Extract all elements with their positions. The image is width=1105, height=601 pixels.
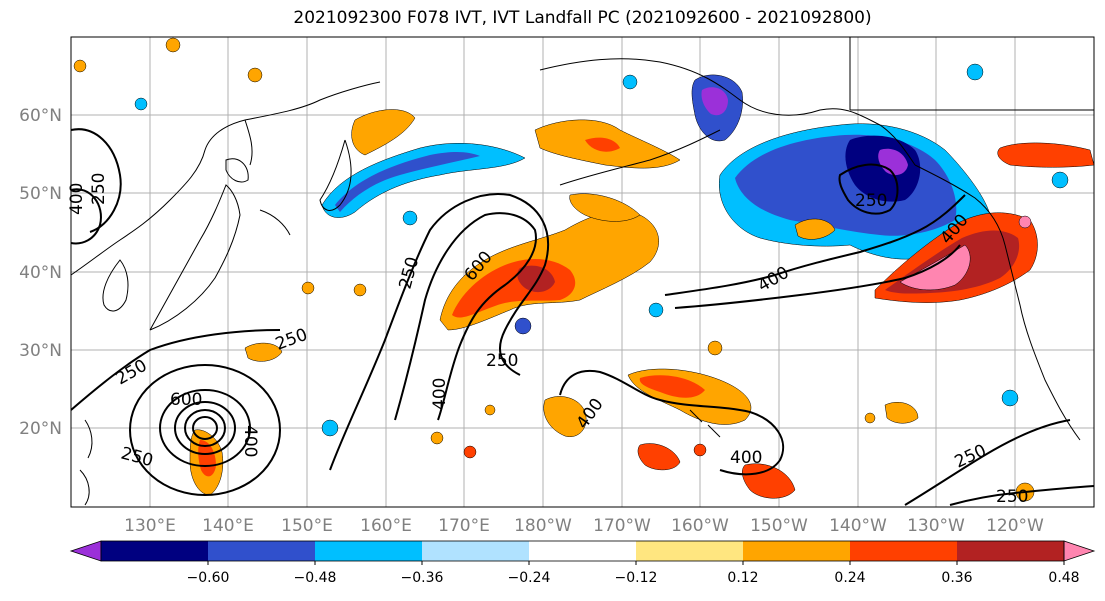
map-title: 2021092300 F078 IVT, IVT Landfall PC (20… [293, 8, 872, 28]
lat-label: 30°N [19, 341, 62, 361]
lat-label: 40°N [19, 263, 62, 283]
colorbar-tick-label: 0.24 [834, 570, 865, 586]
colorbar-swatch [850, 541, 958, 561]
lon-label: 160°E [360, 516, 412, 536]
map-panel: 250 400 250 250 250 600 400 250 600 400 … [67, 36, 1095, 508]
lat-labels: 60°N 50°N 40°N 30°N 20°N [19, 106, 62, 439]
colorbar-tick-label: −0.24 [508, 570, 551, 586]
colorbar-tick-label: −0.36 [401, 570, 444, 586]
coastlines [70, 37, 1094, 506]
lon-label: 160°W [671, 516, 729, 536]
colorbar-swatch [529, 541, 637, 561]
negative-band-aleutians [321, 143, 526, 218]
colorbar-extend-low [69, 540, 102, 562]
lon-labels: 130°E 140°E 150°E 160°E 170°E 180°W 170°… [124, 516, 1044, 536]
colorbar-tick-label: −0.48 [294, 570, 337, 586]
lat-label: 60°N [19, 106, 62, 126]
lon-label: 150°W [750, 516, 808, 536]
colorbar-swatch [315, 541, 423, 561]
contour-label: 250 [996, 487, 1028, 507]
contour-label: 250 [89, 173, 109, 205]
colorbar-tick-label: −0.60 [187, 570, 230, 586]
colorbar-tick-label: −0.12 [615, 570, 658, 586]
colorbar-swatch [101, 541, 209, 561]
lon-label: 130°E [124, 516, 176, 536]
colorbar-swatch [957, 541, 1065, 561]
lat-label: 50°N [19, 184, 62, 204]
colorbar-swatch [743, 541, 851, 561]
ivt-contours [70, 128, 1095, 506]
contour-label: 250 [486, 351, 518, 371]
colorbar-tick-label: 0.12 [727, 570, 758, 586]
lat-label: 20°N [19, 419, 62, 439]
contour-label: 400 [240, 425, 260, 457]
contour-label: 600 [170, 390, 202, 410]
pc-shading [73, 37, 1095, 502]
colorbar: −0.60 −0.48 −0.36 −0.24 −0.12 0.12 0.24 0.36 0.4… [69, 540, 1096, 586]
lon-label: 150°E [281, 516, 333, 536]
lon-label: 130°W [907, 516, 965, 536]
lon-label: 170°W [593, 516, 651, 536]
colorbar-tick-label: 0.48 [1048, 570, 1079, 586]
colorbar-extend-high [1063, 540, 1096, 562]
colorbar-swatch [422, 541, 530, 561]
lon-label: 170°E [438, 516, 490, 536]
lon-label: 140°E [202, 516, 254, 536]
contour-label: 250 [855, 191, 887, 211]
map-border [70, 36, 1095, 508]
colorbar-swatch [208, 541, 316, 561]
colorbar-outline [100, 540, 1065, 562]
lon-label: 140°W [829, 516, 887, 536]
contour-label: 400 [430, 378, 450, 410]
contour-label: 400 [67, 183, 87, 215]
contour-label: 400 [730, 448, 762, 468]
lon-label: 180°W [514, 516, 572, 536]
colorbar-tick-label: 0.36 [941, 570, 972, 586]
lon-label: 120°W [986, 516, 1044, 536]
colorbar-swatch [636, 541, 744, 561]
